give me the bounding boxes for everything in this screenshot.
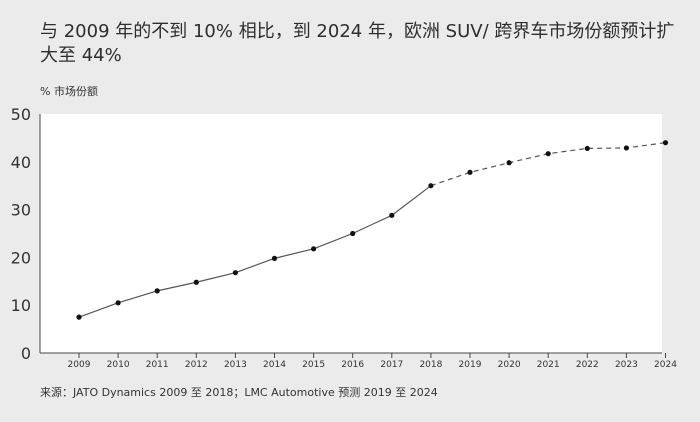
x-tick-label: 2011: [146, 360, 169, 370]
y-axis-ticks: 0 10 20 30 40 50: [11, 105, 31, 363]
data-point: [271, 255, 278, 261]
y-tick-label: 50: [11, 105, 31, 124]
x-tick-label: 2023: [615, 360, 638, 370]
x-tick-label: 2017: [380, 360, 403, 370]
x-tick-label: 2010: [107, 360, 130, 370]
source-note: 来源：JATO Dynamics 2009 至 2018；LMC Automot…: [40, 386, 438, 399]
x-tick-label: 2021: [537, 360, 560, 370]
y-axis-unit-label: % 市场份额: [40, 85, 98, 98]
y-tick-label: 10: [11, 296, 31, 315]
data-point: [232, 270, 238, 276]
data-point: [115, 300, 121, 306]
data-point: [623, 145, 630, 151]
data-point: [76, 314, 82, 320]
x-tick-label: 2016: [341, 360, 364, 370]
data-point: [311, 246, 317, 252]
x-tick-label: 2018: [419, 360, 442, 370]
historical-series-line: [78, 185, 432, 318]
y-tick-label: 0: [21, 344, 31, 363]
x-tick-label: 2024: [654, 360, 677, 370]
x-tick-label: 2022: [576, 360, 599, 370]
x-tick-label: 2015: [302, 360, 325, 370]
x-axis-ticks: 2009 2010 2011 2012 2013 2014 2015 2016 2017 2018…: [68, 353, 677, 370]
y-tick-label: 30: [11, 201, 31, 220]
data-point: [506, 160, 512, 166]
y-tick-label: 20: [11, 248, 31, 267]
data-point: [428, 183, 434, 189]
series-points: [76, 140, 669, 320]
data-point: [154, 288, 160, 294]
data-point: [545, 151, 551, 157]
y-tick-label: 40: [11, 153, 31, 172]
x-tick-label: 2019: [459, 360, 482, 370]
x-tick-label: 2020: [498, 360, 521, 370]
data-point: [350, 230, 356, 237]
x-tick-label: 2014: [263, 360, 286, 370]
x-tick-label: 2012: [185, 360, 208, 370]
data-point: [389, 212, 395, 218]
chart-title: 与 2009 年的不到 10% 相比，到 2024 年，欧洲 SUV/ 跨界车市…: [40, 21, 675, 66]
x-tick-label: 2013: [224, 360, 247, 370]
x-tick-label: 2009: [68, 360, 91, 370]
data-point: [584, 145, 590, 152]
data-point: [193, 279, 199, 285]
data-point: [662, 140, 669, 146]
data-point: [467, 169, 473, 175]
